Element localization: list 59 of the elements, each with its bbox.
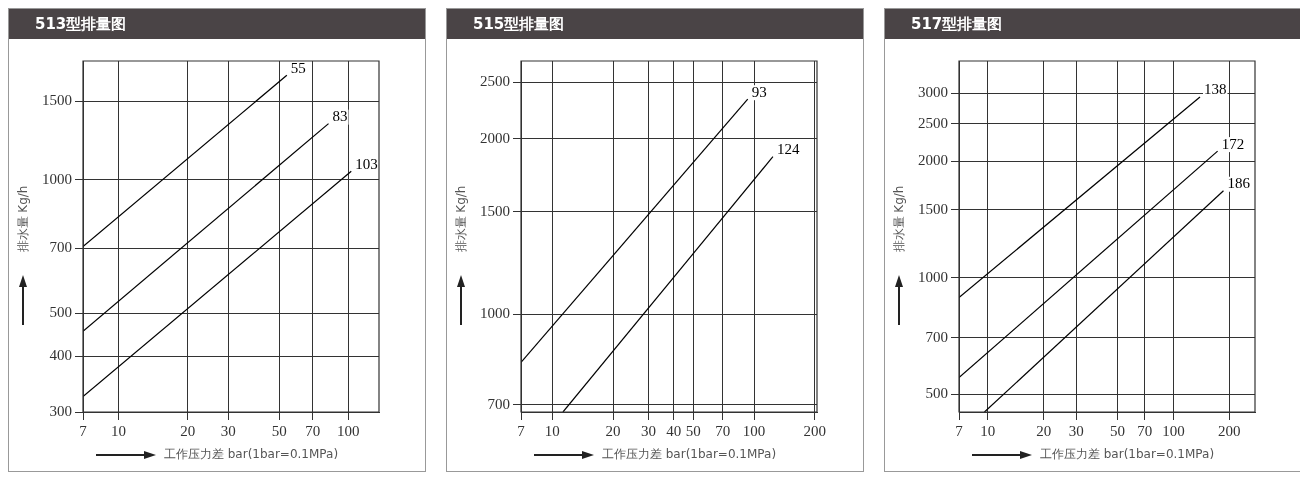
series-label: 103 — [355, 155, 378, 172]
x-axis-title: 工作压力差 bar(1bar=0.1MPa) — [163, 446, 339, 463]
x-tick-label: 30 — [1068, 422, 1084, 439]
x-tick-label: 70 — [305, 422, 321, 439]
y-axis-title: 排水量 Kg/h — [14, 185, 31, 253]
y-tick-label: 500 — [49, 304, 72, 321]
y-tick-label: 3000 — [918, 83, 948, 100]
x-tick-label: 200 — [1218, 422, 1241, 439]
y-tick-label: 700 — [925, 328, 948, 345]
x-tick-label: 70 — [715, 422, 731, 439]
series-label: 93 — [751, 83, 767, 100]
y-tick-label: 2500 — [918, 114, 948, 131]
x-tick-label: 50 — [685, 422, 701, 439]
y-tick-label: 1500 — [918, 200, 948, 217]
x-tick-label: 20 — [1036, 422, 1052, 439]
x-axis-title: 工作压力差 bar(1bar=0.1MPa) — [1039, 446, 1215, 463]
y-tick-label: 400 — [49, 347, 72, 364]
series-label: 138 — [1203, 81, 1227, 98]
x-tick-label: 40 — [666, 422, 682, 439]
y-tick-label: 300 — [49, 402, 72, 419]
y-tick-label: 2000 — [918, 152, 948, 169]
y-tick-label: 700 — [49, 239, 72, 256]
y-tick-label: 1500 — [42, 92, 72, 109]
series-label: 83 — [332, 108, 348, 125]
x-tick-label: 100 — [1162, 422, 1185, 439]
x-tick-label: 7 — [517, 422, 526, 439]
x-tick-label: 30 — [220, 422, 236, 439]
x-tick-label: 10 — [111, 422, 127, 439]
chart-title: 517型排量图 — [885, 9, 1300, 39]
x-tick-label: 200 — [803, 422, 827, 439]
x-tick-label: 10 — [544, 422, 560, 439]
x-tick-label: 50 — [271, 422, 287, 439]
x-tick-label: 100 — [337, 422, 360, 439]
x-tick-label: 70 — [1137, 422, 1153, 439]
chart-title: 515型排量图 — [447, 9, 863, 39]
x-tick-label: 7 — [79, 422, 88, 439]
chart-title: 513型排量图 — [9, 9, 425, 39]
x-tick-label: 50 — [1110, 422, 1126, 439]
x-tick-label: 30 — [641, 422, 657, 439]
y-tick-label: 1000 — [42, 170, 72, 187]
y-axis-title: 排水量 Kg/h — [890, 185, 907, 253]
y-tick-label: 700 — [487, 395, 510, 412]
x-tick-label: 10 — [980, 422, 996, 439]
series-label: 186 — [1227, 175, 1251, 192]
y-axis-title: 排水量 Kg/h — [452, 185, 469, 253]
y-tick-label: 500 — [925, 385, 948, 402]
series-label: 124 — [776, 141, 800, 158]
series-label: 55 — [290, 59, 306, 76]
y-tick-label: 1000 — [918, 268, 948, 285]
series-label: 172 — [1221, 135, 1245, 152]
x-tick-label: 20 — [605, 422, 621, 439]
x-tick-label: 20 — [180, 422, 196, 439]
y-tick-label: 2000 — [480, 129, 510, 146]
y-tick-label: 2500 — [480, 73, 510, 90]
x-axis-title: 工作压力差 bar(1bar=0.1MPa) — [601, 446, 777, 463]
x-tick-label: 100 — [742, 422, 766, 439]
y-tick-label: 1500 — [480, 202, 510, 219]
y-tick-label: 1000 — [480, 305, 510, 322]
x-tick-label: 7 — [955, 422, 964, 439]
